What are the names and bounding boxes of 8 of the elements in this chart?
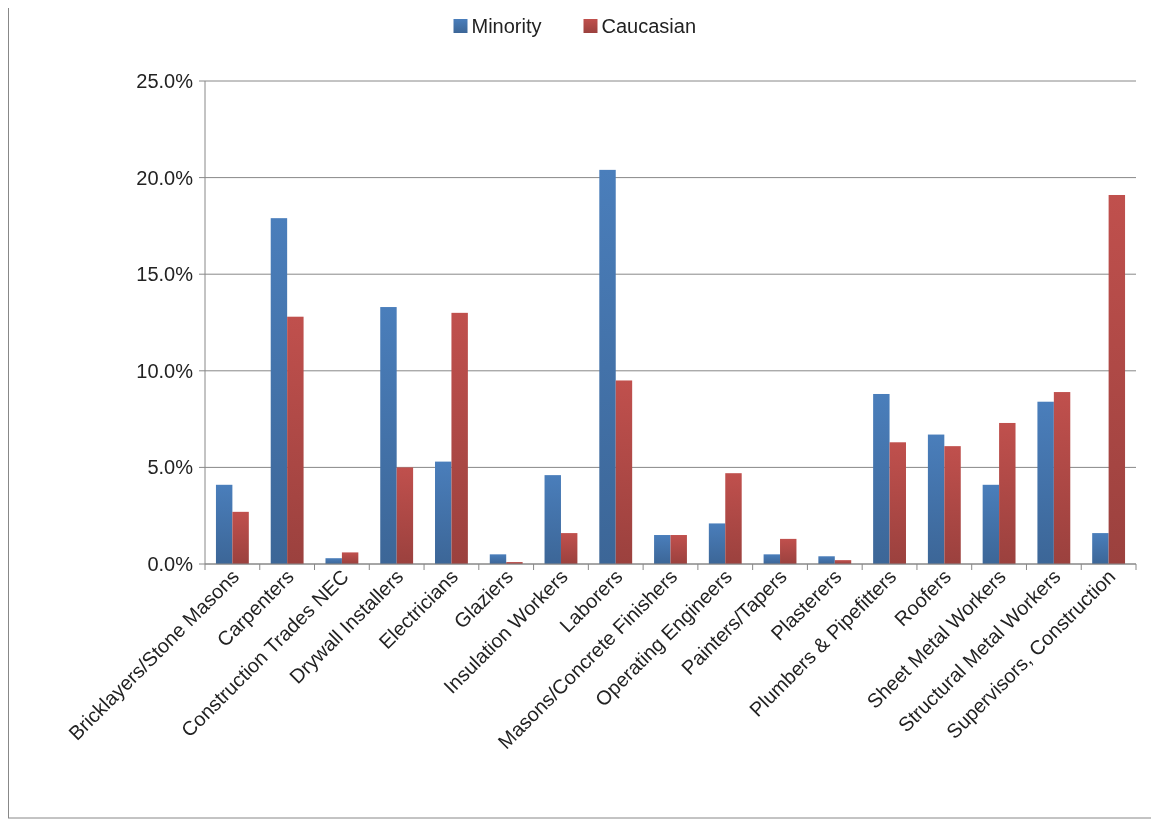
legend-label: Minority bbox=[471, 15, 542, 37]
y-tick-label: 0.0% bbox=[147, 553, 194, 575]
y-tick-label: 5.0% bbox=[147, 456, 194, 479]
y-tick-label: 25.0% bbox=[136, 70, 194, 92]
y-tick-label: 10.0% bbox=[136, 359, 194, 382]
y-tick-label: 15.0% bbox=[136, 263, 194, 286]
legend-label: Caucasian bbox=[601, 15, 697, 37]
y-tick-label: 20.0% bbox=[136, 166, 194, 189]
